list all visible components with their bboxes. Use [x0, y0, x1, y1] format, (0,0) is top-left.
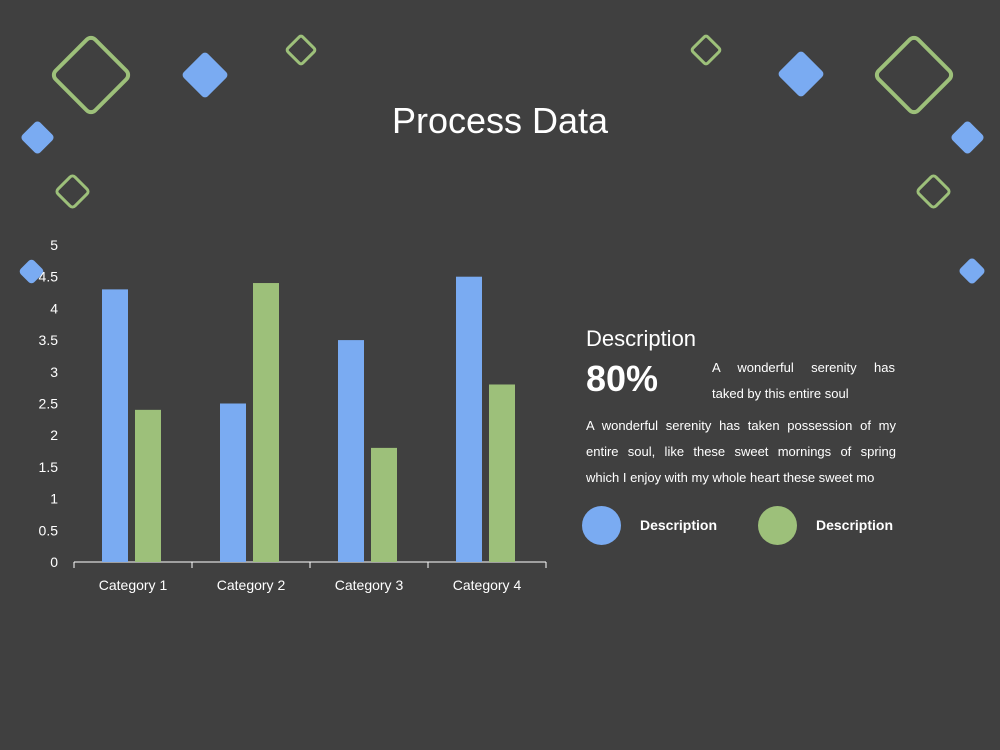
legend-dot-green: [758, 506, 797, 545]
y-tick-label: 5: [50, 237, 58, 253]
y-tick-label: 0.5: [39, 522, 59, 538]
percent-caption-line: A wonderful serenity has: [712, 360, 895, 375]
description-paragraph: A wonderful serenity has taken possessio…: [586, 413, 896, 491]
legend-dot-blue: [582, 506, 621, 545]
bar-series-2: [135, 409, 161, 562]
diamond-outline-decoration: [689, 33, 723, 67]
y-tick-label: 4: [50, 300, 58, 316]
y-tick-label: 1.5: [39, 459, 59, 475]
bar-series-1: [220, 403, 246, 562]
y-tick-label: 1: [50, 491, 58, 507]
x-tick-label: Category 4: [453, 577, 522, 593]
y-tick-label: 3.5: [39, 332, 59, 348]
diamond-outline-decoration: [914, 172, 953, 211]
percent-row: 80% A wonderful serenity has taked by th…: [586, 355, 896, 411]
bar-series-1: [102, 289, 128, 562]
page-title: Process Data: [391, 100, 609, 141]
paragraph-line: A wonderful serenity has taken possessio…: [586, 418, 896, 433]
y-tick-label: 0: [50, 554, 58, 570]
percent-caption: A wonderful serenity has taked by this e…: [712, 355, 895, 407]
x-tick-label: Category 2: [217, 577, 286, 593]
bar-series-2: [371, 447, 397, 562]
y-tick-label: 4.5: [39, 269, 59, 285]
x-tick-label: Category 3: [335, 577, 404, 593]
diamond-filled-decoration: [180, 50, 230, 100]
description-panel: Description 80% A wonderful serenity has…: [586, 325, 896, 491]
legend-label: Description: [816, 517, 894, 533]
paragraph-line: which I enjoy with my whole heart these …: [586, 470, 875, 485]
x-tick-label: Category 1: [99, 577, 168, 593]
bar-chart: 0 0.5 1 1.5 2 2.5 3 3.5 4 4.5 5 Category 1 Category …: [39, 237, 547, 593]
diamond-outline-decoration: [53, 172, 92, 211]
y-tick-label: 2: [50, 427, 58, 443]
bar-series-2: [489, 384, 515, 562]
diamond-outline-decoration: [284, 33, 318, 67]
legend-label: Description: [640, 517, 718, 533]
bar-series-1: [338, 340, 364, 562]
percent-value: 80%: [586, 358, 659, 399]
diamond-filled-decoration: [957, 256, 987, 286]
y-tick-label: 3: [50, 364, 58, 380]
legend: Description Description: [582, 506, 897, 546]
percent-caption-line: taked by this entire soul: [712, 386, 849, 401]
bar-series-1: [456, 276, 482, 562]
y-tick-label: 2.5: [39, 396, 59, 412]
description-heading: Description: [586, 326, 697, 351]
paragraph-line: entire soul, like these sweet mornings o…: [586, 444, 896, 459]
diamond-filled-decoration: [776, 49, 826, 99]
bar-series-2: [253, 283, 279, 562]
